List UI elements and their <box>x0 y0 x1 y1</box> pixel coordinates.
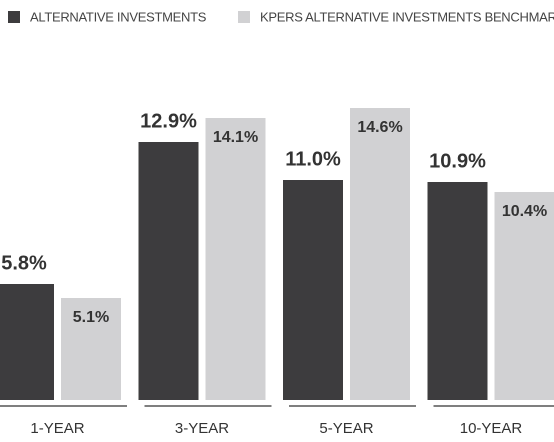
legend-label: KPERS ALTERNATIVE INVESTMENTS BENCHMARK <box>260 9 554 24</box>
x-tick-label: 5-YEAR <box>319 420 373 437</box>
data-label: 10.9% <box>429 150 486 172</box>
bar <box>494 192 554 400</box>
data-label: 11.0% <box>285 148 341 170</box>
data-label: 5.8% <box>1 252 47 274</box>
data-label: 14.6% <box>357 119 402 136</box>
legend-label: ALTERNATIVE INVESTMENTS <box>30 9 207 24</box>
x-tick-label: 1-YEAR <box>30 420 84 437</box>
bar <box>283 180 343 400</box>
bar <box>61 298 121 400</box>
bar <box>205 118 266 400</box>
legend-swatch <box>238 11 250 23</box>
data-label: 12.9% <box>140 110 197 132</box>
legend-swatch <box>8 11 20 23</box>
bar <box>0 284 54 400</box>
bar <box>138 142 199 400</box>
x-tick-label: 3-YEAR <box>175 420 229 437</box>
bar <box>350 108 410 400</box>
data-label: 5.1% <box>73 309 109 326</box>
bar <box>427 182 488 400</box>
data-label: 10.4% <box>502 203 547 220</box>
x-tick-label: 10-YEAR <box>460 420 523 437</box>
data-label: 14.1% <box>213 129 258 146</box>
